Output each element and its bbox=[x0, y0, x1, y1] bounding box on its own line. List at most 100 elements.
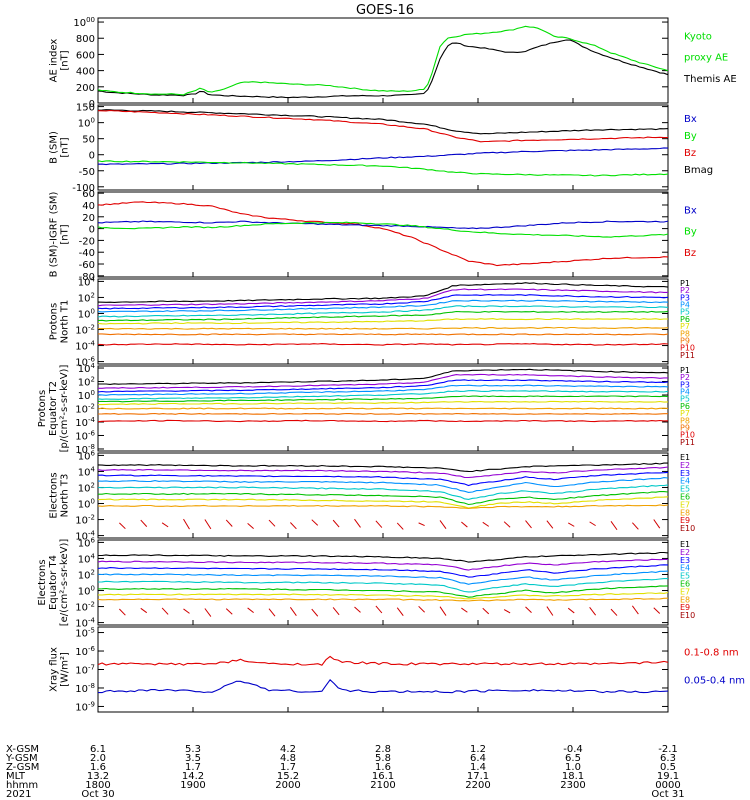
ylabel-ae: [nT] bbox=[60, 50, 71, 70]
legend-ee-1: E2 bbox=[680, 548, 690, 557]
series-ee-E9-segment bbox=[140, 607, 148, 614]
ytick-label-ae: 400 bbox=[76, 67, 95, 78]
series-ee-E9-segment bbox=[439, 606, 447, 616]
series-ee-E9-segment bbox=[161, 607, 169, 615]
series-bigrf-By bbox=[97, 221, 669, 238]
legend-bsm-0: Bx bbox=[684, 114, 697, 125]
ytick-label-bigrf: 0 bbox=[89, 225, 95, 236]
series-en-E5 bbox=[97, 484, 669, 500]
xaxis-row-label: 2021 bbox=[6, 789, 31, 800]
xaxis-value: 1.6 bbox=[90, 762, 106, 773]
series-pn-P3 bbox=[97, 294, 669, 310]
legend-en-7: E8 bbox=[680, 508, 690, 517]
xaxis-value: 18.1 bbox=[562, 771, 584, 782]
series-pn-P2 bbox=[97, 288, 668, 307]
series-pn-P8 bbox=[97, 326, 669, 330]
series-en-E9-segment bbox=[354, 518, 361, 528]
legend-bsm-3: Bmag bbox=[684, 165, 713, 176]
series-en-E9-segment bbox=[461, 521, 468, 528]
series-en-E9-segment bbox=[290, 522, 297, 530]
xaxis-row-label: Y-GSM bbox=[5, 753, 38, 764]
series-pe-P5 bbox=[97, 390, 669, 400]
series-pe-P10 bbox=[97, 419, 669, 423]
legend-pe-8: P9 bbox=[680, 423, 690, 432]
xaxis-value: Oct 30 bbox=[81, 789, 114, 800]
xaxis-value: -2.1 bbox=[658, 744, 678, 755]
ylabel-xray: Xray flux bbox=[49, 647, 60, 692]
series-ee-E1 bbox=[98, 551, 669, 563]
series-ee-E9-segment bbox=[204, 608, 212, 617]
series-ee-E9-segment bbox=[567, 607, 575, 614]
xaxis-value: 6.3 bbox=[660, 753, 676, 764]
xaxis-value: 2.8 bbox=[375, 744, 391, 755]
series-ee-E9-segment bbox=[503, 609, 511, 614]
xaxis-value: 4.2 bbox=[280, 744, 296, 755]
ytick-label-ae: 200 bbox=[76, 83, 95, 94]
ylabel-xray: [W/m²] bbox=[60, 652, 71, 687]
series-bsm-Bz bbox=[97, 109, 669, 143]
legend-pn-6: P7 bbox=[680, 322, 690, 331]
ylabel-ee: Electrons bbox=[37, 559, 48, 605]
series-bsm-By bbox=[97, 160, 669, 177]
ytick-label-pe: 100 bbox=[78, 389, 95, 402]
series-en-E6 bbox=[98, 490, 669, 506]
ytick-label-pe: 10-6 bbox=[75, 429, 95, 442]
ytick-label-bigrf: -60 bbox=[79, 260, 95, 271]
ylabel-pe: [p/(cm²-s-sr-keV)] bbox=[59, 365, 70, 453]
panel-xray: 10-9 10-8 10-7 10-6 10-5 Xray flux [W/m²] 0.1-0… bbox=[49, 626, 745, 713]
panel-frame-xray bbox=[97, 626, 669, 713]
series-ee-E9-segment bbox=[332, 607, 340, 616]
series-ee-E9-segment bbox=[289, 607, 297, 616]
legend-pn-3: P4 bbox=[680, 301, 690, 310]
series-en-E9-segment bbox=[482, 521, 490, 527]
series-bigrf-Bx bbox=[97, 220, 669, 230]
series-pn-P6 bbox=[97, 310, 669, 322]
panel-pn: 10-6 10-4 10-2 100 102 104 Protons North T1 P1P2… bbox=[49, 275, 696, 368]
xaxis-value: 15.2 bbox=[277, 771, 299, 782]
legend-ee-3: E4 bbox=[680, 564, 690, 573]
series-ee-E9-segment bbox=[119, 608, 126, 616]
series-ee-E9-segment bbox=[354, 606, 361, 613]
series-ae-Kyoto-proxy-AE bbox=[97, 25, 669, 96]
legend-ee-5: E6 bbox=[680, 580, 690, 589]
series-ee-E9-segment bbox=[631, 605, 639, 615]
ytick-label-pe: 104 bbox=[78, 362, 96, 375]
series-ee-E9-segment bbox=[225, 608, 233, 615]
series-en-E7 bbox=[97, 496, 669, 509]
ytick-label-en: 106 bbox=[78, 449, 96, 462]
legend-pe-5: P6 bbox=[680, 402, 690, 411]
ylabel-pe: Equator T2 bbox=[48, 381, 59, 436]
series-en-E4 bbox=[97, 477, 669, 493]
legend-pn-0: P1 bbox=[680, 279, 690, 288]
ytick-label-en: 10-2 bbox=[75, 514, 95, 527]
ylabel-en: North T3 bbox=[60, 474, 71, 518]
xaxis-value: 2200 bbox=[465, 780, 490, 791]
ytick-label-pn: 100 bbox=[78, 307, 95, 320]
xaxis-value: 0.5 bbox=[660, 762, 676, 773]
legend-pe-2: P3 bbox=[680, 380, 690, 389]
series-en-E9-segment bbox=[546, 520, 554, 529]
legend-pe-7: P8 bbox=[680, 416, 690, 425]
series-en-E9-segment bbox=[204, 519, 212, 530]
legend-en-1: E2 bbox=[680, 461, 690, 470]
legend-pe-4: P5 bbox=[680, 395, 690, 404]
ytick-label-bigrf: -80 bbox=[79, 272, 95, 283]
ylabel-ee: [e/(cm²-s-sr-keV)] bbox=[59, 539, 70, 627]
series-pn-P10 bbox=[97, 343, 669, 346]
ytick-label-ee: 10-2 bbox=[75, 601, 95, 614]
series-en-E9-segment bbox=[396, 522, 404, 530]
plot-title: GOES-16 bbox=[356, 3, 414, 18]
series-ee-E4 bbox=[97, 570, 669, 585]
series-en-E9-segment bbox=[610, 521, 618, 531]
series-en-E9-segment bbox=[268, 519, 276, 527]
xaxis-value: 14.2 bbox=[182, 771, 204, 782]
series-ee-E8 bbox=[97, 597, 669, 602]
ylabel-bigrf: B (SM)-IGRF (SM) bbox=[49, 192, 60, 278]
panel-frame-bigrf bbox=[97, 191, 669, 278]
legend-pe-9: P10 bbox=[680, 431, 695, 440]
ytick-label-ae: 800 bbox=[76, 34, 95, 45]
xaxis-value: 2000 bbox=[275, 780, 300, 791]
xaxis-value: 17.1 bbox=[467, 771, 489, 782]
series-ee-E9-segment bbox=[396, 607, 404, 616]
series-pn-P1 bbox=[97, 282, 669, 303]
